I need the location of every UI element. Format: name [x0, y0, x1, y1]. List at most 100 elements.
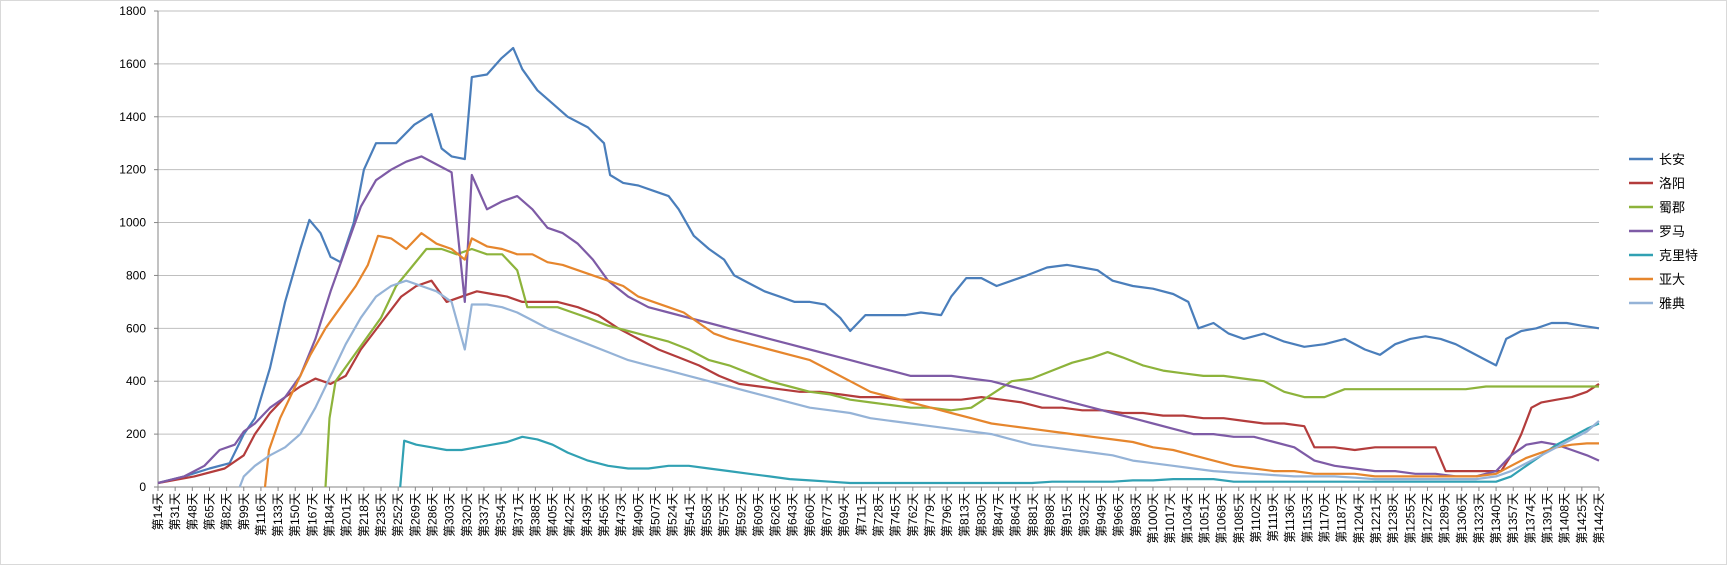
x-tick-label: 第1085天 [1232, 493, 1246, 544]
x-tick-label: 第133天 [271, 493, 285, 537]
x-tick-label: 第31天 [168, 493, 182, 530]
x-tick-label: 第235天 [374, 493, 388, 537]
series-line-6 [238, 279, 1600, 488]
x-tick-label: 第694天 [837, 493, 851, 537]
series-lines [157, 46, 1600, 488]
x-tick-label: 第422天 [563, 493, 577, 537]
x-tick-label: 第1306天 [1455, 493, 1469, 544]
x-tick-label: 第116天 [254, 493, 268, 536]
x-tick-label: 第1017天 [1163, 493, 1177, 544]
x-tick-label: 第1272天 [1420, 493, 1434, 544]
x-tick-label: 第371天 [511, 493, 525, 537]
x-tick-label: 第1102天 [1249, 493, 1263, 543]
x-tick-label: 第711天 [854, 493, 868, 536]
x-tick-label: 第218天 [357, 493, 371, 537]
x-tick-label: 第1408天 [1558, 493, 1572, 544]
x-tick-label: 第575天 [717, 493, 731, 537]
y-axis: 0 200 400 600 800 1000 1200 1400 1600 1800 [119, 4, 159, 494]
legend-label: 亚大 [1659, 272, 1685, 287]
x-tick-label: 第932天 [1077, 493, 1091, 537]
x-tick-label: 第286天 [425, 493, 439, 537]
x-tick-label: 第456天 [597, 493, 611, 537]
x-tick-label: 第898天 [1043, 493, 1057, 537]
x-tick-label: 第1391天 [1541, 493, 1555, 544]
x-tick-label: 第1204天 [1352, 493, 1366, 544]
y-tick-label: 1000 [119, 216, 146, 230]
x-tick-label: 第847天 [992, 493, 1006, 537]
x-tick-label: 第1034天 [1180, 493, 1194, 544]
series-line-1 [157, 279, 1600, 485]
x-tick-label: 第1289天 [1438, 493, 1452, 544]
x-tick-label: 第82天 [220, 493, 234, 530]
x-tick-label: 第1187天 [1335, 493, 1349, 543]
x-tick-label: 第354天 [494, 493, 508, 537]
legend-label: 蜀郡 [1659, 200, 1685, 215]
gridlines [158, 10, 1599, 435]
series-line-2 [324, 247, 1599, 488]
x-tick-label: 第1323天 [1472, 493, 1486, 544]
series-line-0 [157, 46, 1600, 485]
x-tick-label: 第881天 [1026, 493, 1040, 537]
x-tick-label: 第1425天 [1575, 493, 1589, 544]
x-tick-label: 第524天 [666, 493, 680, 537]
x-tick-label: 第592天 [734, 493, 748, 537]
x-tick-label: 第1170天 [1318, 493, 1332, 543]
x-tick-label: 第779天 [923, 493, 937, 537]
x-tick-label: 第915天 [1060, 493, 1074, 537]
x-tick-label: 第1051天 [1197, 493, 1211, 544]
x-tick-label: 第949天 [1095, 493, 1109, 537]
x-tick-label: 第660天 [803, 493, 817, 537]
x-tick-label: 第966天 [1112, 493, 1126, 537]
x-tick-label: 第830天 [974, 493, 988, 537]
y-tick-label: 1600 [119, 57, 146, 71]
x-tick-label: 第150天 [288, 493, 302, 537]
x-tick-label: 第1068天 [1215, 493, 1229, 544]
x-tick-label: 第1136天 [1283, 493, 1297, 543]
series-line-4 [399, 422, 1600, 488]
x-tick-label: 第1357天 [1506, 493, 1520, 544]
x-tick-label: 第796天 [940, 493, 954, 537]
x-tick-label: 第728天 [872, 493, 886, 537]
legend-label: 克里特 [1659, 248, 1698, 263]
y-tick-label: 1200 [119, 163, 146, 177]
x-tick-label: 第558天 [700, 493, 714, 537]
x-tick-label: 第1000天 [1146, 493, 1160, 544]
x-tick-label: 第388天 [528, 493, 542, 537]
x-tick-label: 第439天 [580, 493, 594, 537]
x-tick-label: 第167天 [305, 493, 319, 537]
legend-label: 罗马 [1659, 224, 1685, 239]
x-tick-label: 第99天 [237, 493, 251, 530]
x-tick-label: 第337天 [477, 493, 491, 537]
x-tick-label: 第269天 [408, 493, 422, 537]
x-tick-label: 第1340天 [1489, 493, 1503, 544]
x-tick-label: 第643天 [786, 493, 800, 537]
x-tick-label: 第609天 [751, 493, 765, 537]
y-tick-label: 1400 [119, 110, 146, 124]
x-tick-label: 第184天 [323, 493, 337, 537]
x-tick-label: 第1221天 [1369, 493, 1383, 544]
x-tick-label: 第983天 [1129, 493, 1143, 537]
x-tick-label: 第541天 [683, 493, 697, 537]
y-tick-label: 200 [126, 427, 146, 441]
x-tick-label: 第1255天 [1403, 493, 1417, 544]
x-tick-label: 第48天 [185, 493, 199, 530]
series-line-3 [157, 155, 1600, 485]
x-tick-label: 第1153天 [1300, 493, 1314, 543]
legend-label: 长安 [1659, 152, 1685, 167]
x-tick-label: 第1374天 [1523, 493, 1537, 544]
x-tick-label: 第65天 [202, 493, 216, 530]
x-tick-label: 第677天 [820, 493, 834, 537]
x-tick-label: 第864天 [1009, 493, 1023, 537]
x-tick-label: 第490天 [631, 493, 645, 537]
legend-label: 洛阳 [1659, 176, 1685, 191]
y-tick-label: 600 [126, 321, 146, 335]
x-tick-label: 第201天 [340, 493, 354, 537]
x-tick-label: 第745天 [889, 493, 903, 537]
x-tick-label: 第762天 [906, 493, 920, 537]
series-line-5 [263, 232, 1599, 488]
x-tick-label: 第14天 [151, 493, 165, 530]
x-tick-label: 第813天 [957, 493, 971, 537]
